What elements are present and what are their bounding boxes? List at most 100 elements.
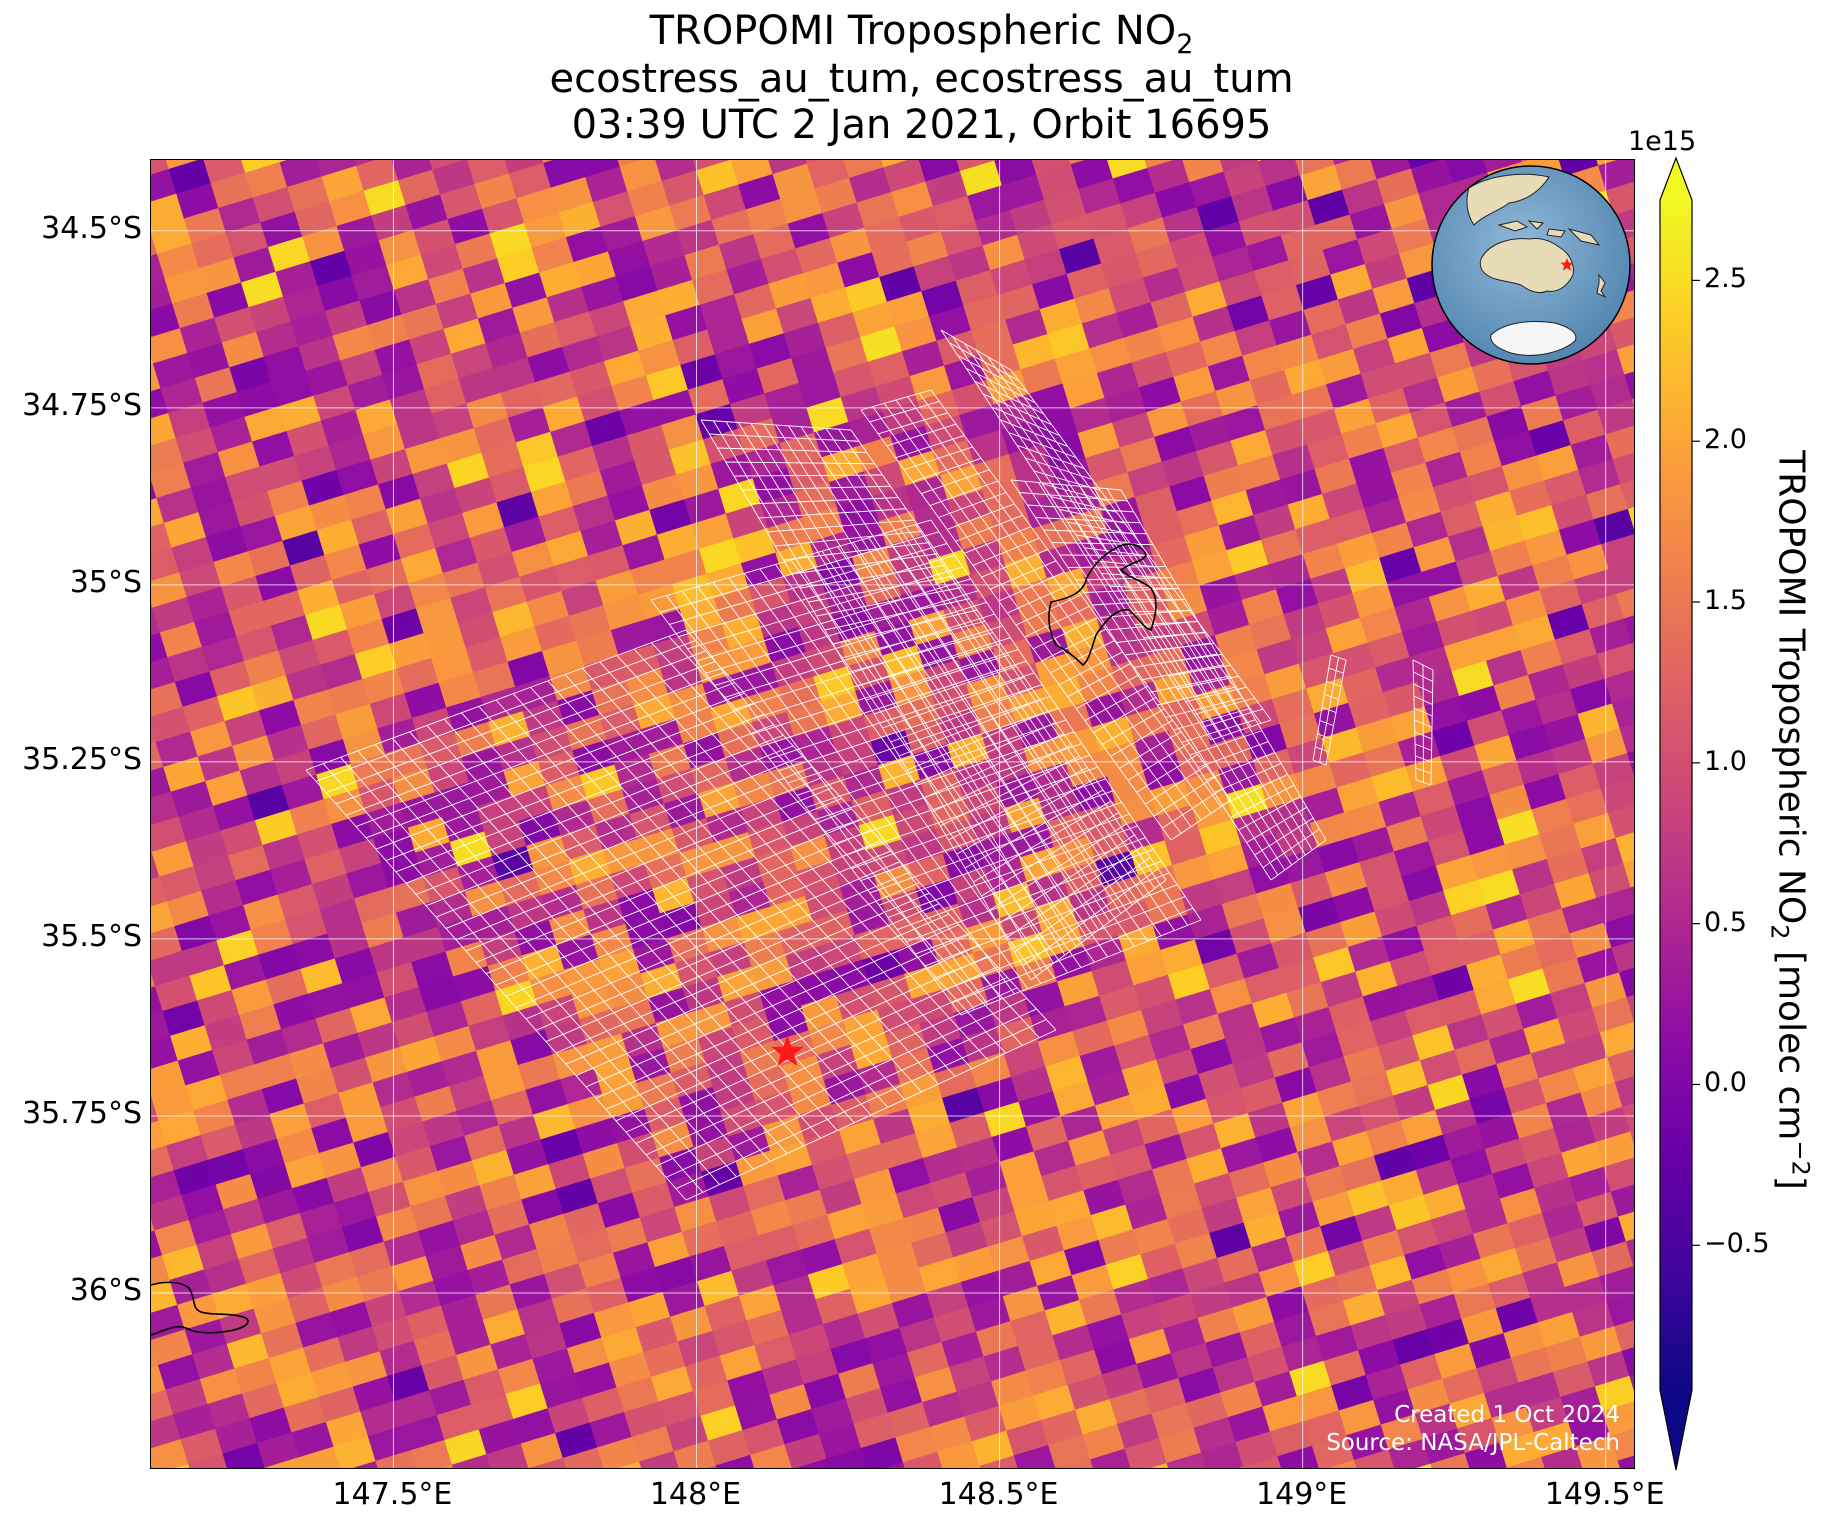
swath-gridline <box>1168 664 1231 677</box>
no2-pixel <box>1506 1456 1546 1468</box>
swath-gridline <box>685 1029 1057 1201</box>
swath-gridline <box>912 457 982 483</box>
lat-tick-label: 35.5°S <box>41 918 142 954</box>
swath-gridline <box>565 903 940 1065</box>
colorbar-label-prefix: TROPOMI Tropospheric NO <box>1770 450 1812 925</box>
no2-pixel <box>1614 1076 1634 1108</box>
swath-gridline <box>824 598 970 631</box>
swath-gridline <box>1027 504 1134 513</box>
no2-pixel <box>1599 1021 1634 1058</box>
colorbar-tick-label: 1.0 <box>1704 745 1747 777</box>
lon-tick-label: 148°E <box>649 1477 742 1512</box>
swath-gridline <box>1153 776 1215 817</box>
no2-pixel <box>1629 1374 1634 1391</box>
map-canvas <box>151 160 1634 1468</box>
no2-pixel <box>1616 344 1634 375</box>
no2-pixel <box>1621 1347 1634 1377</box>
lon-tick-label: 147.5°E <box>332 1477 453 1512</box>
no2-pixel <box>1618 1211 1634 1242</box>
colorbar-tick-label: 1.5 <box>1704 585 1747 617</box>
swath-gridline <box>669 543 948 625</box>
swath-gridline <box>1092 598 1186 606</box>
no2-pixel <box>1620 479 1634 510</box>
globe-site-marker <box>1560 258 1574 271</box>
no2-pixel <box>1631 398 1634 406</box>
colorbar-tick-label: 0.0 <box>1704 1067 1747 1099</box>
swath-gridline <box>1008 432 1077 458</box>
no2-pixel <box>1596 643 1634 680</box>
globe-land-antarctica <box>1490 321 1577 356</box>
swath-gridline <box>1317 733 1332 740</box>
swath-gridline <box>535 871 911 1031</box>
swath-gridline <box>760 660 1027 747</box>
no2-pixel <box>618 1461 642 1468</box>
swath-gridline <box>485 819 862 975</box>
colorbar-outline <box>1659 156 1693 1471</box>
swath-gridline <box>1157 686 1237 706</box>
swath-gridline <box>1162 788 1223 829</box>
swath-gridline <box>1058 651 1123 686</box>
swath-gridline <box>966 368 1036 404</box>
lake-coastline <box>1048 543 1157 667</box>
swath-gridline <box>709 433 859 442</box>
swath-gridline <box>1005 845 1143 939</box>
swath-gridline <box>887 825 1138 918</box>
no2-pixel <box>1616 588 1634 620</box>
gridlines <box>151 160 1634 1468</box>
swath-gridline <box>435 766 813 918</box>
no2-pixel <box>1602 1401 1634 1437</box>
swath-gridline <box>525 861 901 1020</box>
swath-gridline <box>714 601 987 686</box>
swath-gridline <box>1197 741 1269 768</box>
swath-gridline <box>1016 444 1085 469</box>
swath-gridline <box>655 998 1027 1167</box>
swath-gridline <box>1312 759 1327 766</box>
swath-gridline <box>778 684 1043 772</box>
swath-gridline <box>1415 779 1432 786</box>
no2-pixel <box>715 1454 755 1468</box>
swath-gridline <box>1101 708 1165 745</box>
no2-pixel <box>1623 859 1634 889</box>
swath-gridline <box>1144 765 1207 805</box>
swath-gridline <box>345 671 726 816</box>
no2-pixel <box>902 1451 943 1468</box>
swath-gridline <box>983 393 1052 426</box>
no2-pixel <box>1607 1049 1634 1083</box>
no2-pixel <box>486 1443 529 1468</box>
swath-gridline <box>1213 763 1282 793</box>
globe-land-australia <box>1479 238 1574 294</box>
swath-gridline <box>923 733 1064 799</box>
globe-land-newguinea <box>1567 228 1601 246</box>
swath-gridline <box>1230 784 1295 818</box>
swath-gridline <box>1007 583 1073 614</box>
swath-gridline <box>842 766 1098 857</box>
swath-gridline <box>1132 653 1218 668</box>
swath-gridline <box>1118 598 1182 601</box>
swath-gridline <box>1110 719 1173 757</box>
swath-gridline <box>973 800 1112 883</box>
swath-gridline <box>545 882 920 1042</box>
colorbar-extend-bottom <box>1660 1390 1692 1470</box>
swath-gridline <box>931 744 1072 813</box>
swath-gridline <box>1189 730 1263 756</box>
colorbar-label-suffix: ] <box>1770 1175 1812 1190</box>
swath-gridline <box>555 892 930 1054</box>
no2-pixel <box>1603 1157 1634 1193</box>
lat-tick-label: 34.75°S <box>22 387 142 423</box>
swath-gridline <box>775 530 922 547</box>
swath-gridline <box>1324 693 1339 700</box>
no2-pixel <box>1624 371 1634 400</box>
swath-gridline <box>929 480 998 506</box>
swath-gridline <box>796 707 1059 796</box>
swath-gridline <box>907 710 1049 771</box>
swath-gridline <box>791 553 938 575</box>
no2-pixel <box>562 1447 605 1468</box>
no2-pixel <box>795 1458 830 1468</box>
swath-gridline <box>395 724 774 873</box>
no2-pixel <box>1541 1446 1583 1468</box>
no2-pixel <box>1150 1462 1169 1468</box>
swath-gridline <box>696 578 971 662</box>
colorbar-label-sup: −2 <box>1786 1140 1815 1176</box>
swath-gridline <box>1022 868 1159 967</box>
no2-pixel <box>1612 452 1634 485</box>
